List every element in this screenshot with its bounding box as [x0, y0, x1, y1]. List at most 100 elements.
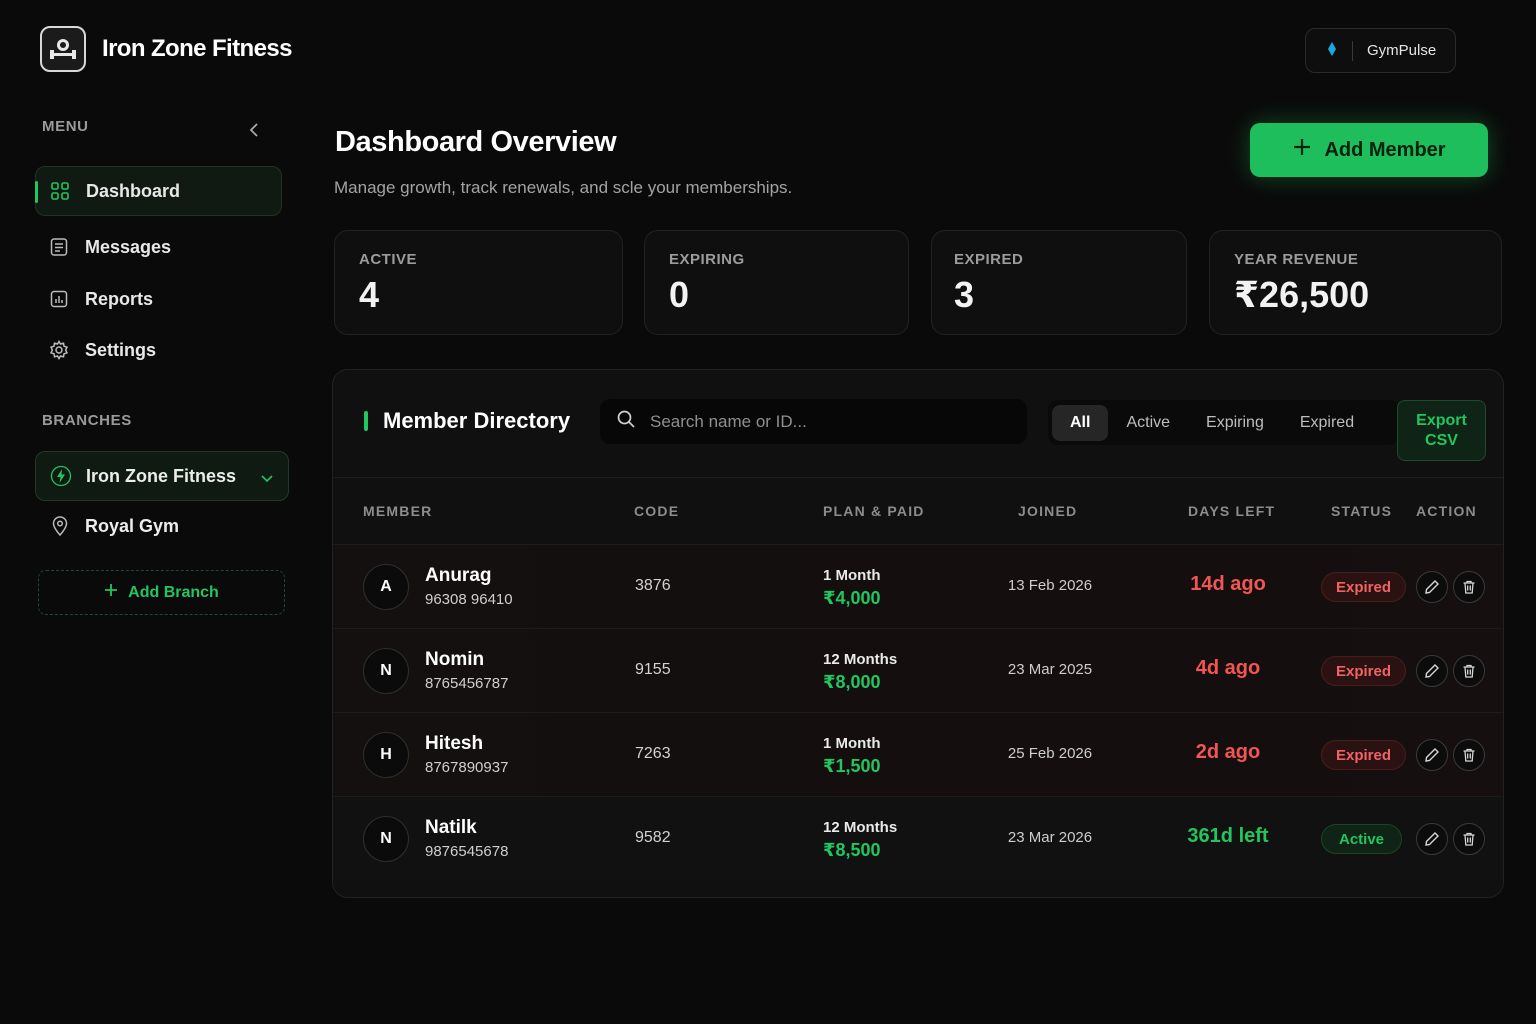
joined-date: 23 Mar 2026 — [1007, 829, 1093, 846]
table-row[interactable]: H Hitesh 8767890937 7263 1 Month ₹1,500 … — [333, 712, 1503, 796]
chart-icon — [49, 289, 69, 309]
sidebar-item-label: Settings — [85, 339, 157, 360]
trash-icon — [1463, 580, 1475, 594]
stat-label: ACTIVE — [359, 251, 418, 268]
delete-button[interactable] — [1453, 571, 1485, 603]
joined-date: 25 Feb 2026 — [1007, 745, 1093, 762]
add-branch-label: Add Branch — [128, 583, 219, 601]
delete-button[interactable] — [1453, 739, 1485, 771]
stat-card-expiring: EXPIRING 0 — [644, 230, 909, 335]
pencil-icon — [1425, 832, 1439, 846]
stat-value: ₹26,500 — [1234, 274, 1370, 315]
search-box[interactable] — [600, 399, 1027, 444]
export-csv-button[interactable]: Export CSV — [1397, 400, 1486, 461]
filter-expiring[interactable]: Expiring — [1206, 413, 1264, 431]
status-badge: Active — [1321, 824, 1403, 854]
edit-button[interactable] — [1416, 823, 1448, 855]
delete-button[interactable] — [1453, 823, 1485, 855]
sidebar-item-messages[interactable]: Messages — [35, 222, 282, 272]
gear-icon — [49, 340, 69, 360]
collapse-sidebar-button[interactable] — [244, 120, 264, 140]
column-header-member: MEMBER — [363, 503, 433, 519]
sidebar-item-settings[interactable]: Settings — [35, 325, 282, 375]
filter-tabs: All Active Expiring Expired — [1048, 400, 1399, 445]
column-header-action: ACTION — [1416, 503, 1477, 519]
sidebar-item-dashboard[interactable]: Dashboard — [35, 166, 282, 216]
joined-date: 13 Feb 2026 — [1007, 577, 1093, 594]
status-badge: Expired — [1321, 656, 1407, 686]
member-phone: 9876545678 — [425, 843, 509, 860]
stat-value: 0 — [669, 274, 690, 315]
plan-paid: ₹4,000 — [823, 588, 881, 608]
plan-name: 1 Month — [823, 567, 881, 584]
pulse-icon — [1326, 41, 1338, 60]
stat-value: 4 — [359, 274, 380, 315]
gympulse-badge[interactable]: GymPulse — [1305, 28, 1456, 73]
column-header-status: STATUS — [1331, 503, 1393, 519]
plan-paid: ₹8,000 — [823, 672, 881, 692]
menu-label: MENU — [42, 118, 89, 135]
member-name: Anurag — [425, 565, 492, 586]
delete-button[interactable] — [1453, 655, 1485, 687]
brand-name: Iron Zone Fitness — [102, 35, 292, 62]
stat-label: EXPIRED — [954, 251, 1024, 268]
column-header-plan: PLAN & PAID — [823, 503, 925, 519]
days-left: 2d ago — [1195, 741, 1261, 763]
filter-active[interactable]: Active — [1126, 413, 1171, 431]
member-phone: 96308 96410 — [425, 591, 513, 608]
stat-card-active: ACTIVE 4 — [334, 230, 623, 335]
brand[interactable]: Iron Zone Fitness — [40, 26, 292, 72]
days-left: 361d left — [1187, 825, 1269, 847]
days-left: 14d ago — [1190, 573, 1266, 595]
branch-item-iron-zone[interactable]: Iron Zone Fitness — [35, 451, 289, 501]
days-left: 4d ago — [1195, 657, 1261, 679]
search-input[interactable] — [650, 411, 990, 432]
plus-icon — [104, 583, 118, 602]
add-member-label: Add Member — [1324, 138, 1446, 161]
add-member-button[interactable]: Add Member — [1250, 123, 1488, 177]
add-branch-button[interactable]: Add Branch — [38, 570, 285, 615]
edit-button[interactable] — [1416, 739, 1448, 771]
plus-icon — [1292, 137, 1312, 163]
stat-label: YEAR REVENUE — [1234, 251, 1359, 268]
column-header-code: CODE — [634, 503, 680, 519]
trash-icon — [1463, 664, 1475, 678]
barbell-logo-icon — [40, 26, 86, 72]
search-icon — [616, 409, 636, 434]
location-pin-icon — [49, 515, 71, 537]
table-row[interactable]: A Anurag 96308 96410 3876 1 Month ₹4,000… — [333, 544, 1503, 628]
sidebar-item-label: Messages — [85, 236, 172, 257]
directory-header: Member Directory All Active Expiring Exp… — [333, 370, 1503, 478]
filter-all[interactable]: All — [1052, 404, 1109, 441]
sidebar-item-label: Reports — [85, 288, 154, 309]
branches-label: BRANCHES — [42, 412, 132, 429]
member-directory-panel: Member Directory All Active Expiring Exp… — [332, 369, 1504, 898]
member-name: Natilk — [425, 817, 477, 838]
chevron-left-icon — [249, 123, 258, 137]
pencil-icon — [1425, 748, 1439, 762]
directory-title: Member Directory — [383, 408, 571, 433]
member-name: Nomin — [425, 649, 485, 670]
table-row[interactable]: N Nomin 8765456787 9155 12 Months ₹8,000… — [333, 628, 1503, 712]
plan-paid: ₹1,500 — [823, 756, 881, 776]
plan-name: 1 Month — [823, 735, 881, 752]
sidebar-item-reports[interactable]: Reports — [35, 274, 282, 324]
page-title: Dashboard Overview — [335, 126, 617, 158]
plan-name: 12 Months — [823, 819, 898, 836]
pencil-icon — [1425, 664, 1439, 678]
member-code: 9155 — [635, 661, 671, 678]
status-badge: Expired — [1321, 572, 1407, 602]
plan-paid: ₹8,500 — [823, 840, 881, 860]
branch-item-royal-gym[interactable]: Royal Gym — [35, 501, 289, 551]
pencil-icon — [1425, 580, 1439, 594]
edit-button[interactable] — [1416, 655, 1448, 687]
table-row[interactable]: N Natilk 9876545678 9582 12 Months ₹8,50… — [333, 796, 1503, 880]
accent-bar — [364, 411, 368, 431]
column-header-joined: JOINED — [1018, 503, 1078, 519]
edit-button[interactable] — [1416, 571, 1448, 603]
member-code: 9582 — [635, 829, 671, 846]
member-code: 3876 — [635, 577, 671, 594]
message-icon — [49, 237, 69, 257]
filter-expired[interactable]: Expired — [1299, 413, 1355, 431]
column-header-days-left: DAYS LEFT — [1188, 503, 1276, 519]
